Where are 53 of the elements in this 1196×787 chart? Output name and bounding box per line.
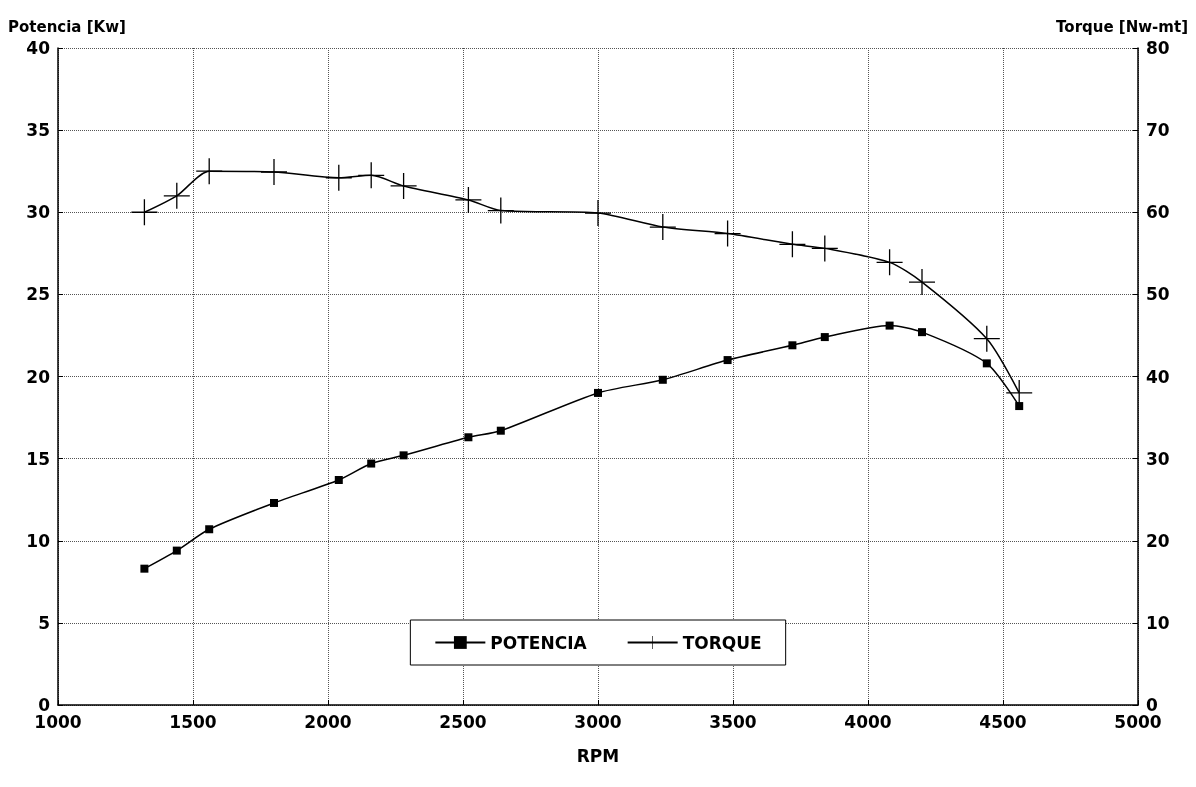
legend-label: TORQUE [682, 632, 762, 653]
legend-label: POTENCIA [490, 632, 588, 653]
point [270, 498, 278, 507]
point [585, 200, 611, 227]
y2-tick-label: 60 [1146, 202, 1170, 223]
y2-tick-label: 70 [1146, 120, 1170, 141]
point [390, 172, 417, 199]
x-tick-label: 3500 [709, 711, 757, 732]
point [788, 341, 797, 350]
point [261, 159, 287, 186]
y-tick-label: 30 [26, 202, 51, 223]
point [464, 433, 473, 442]
point [1006, 379, 1033, 406]
point [982, 359, 991, 368]
point [918, 328, 926, 337]
point [658, 375, 667, 384]
x-tick-label: 3000 [574, 711, 622, 732]
y2-tick-label: 30 [1146, 448, 1170, 469]
y-axis-title: Potencia [Kw] [8, 17, 126, 36]
x-tick-label: 2000 [304, 711, 352, 732]
point [140, 564, 149, 573]
point [367, 459, 376, 468]
y2-tick-label: 40 [1146, 366, 1170, 387]
y2-tick-label: 10 [1146, 612, 1170, 633]
y2-axis-title: Torque [Nw-mt] [1056, 17, 1188, 36]
y-tick-label: 10 [26, 530, 51, 551]
y-tick-label: 15 [26, 448, 50, 469]
x-tick-label: 1500 [169, 711, 217, 732]
y-tick-label: 40 [26, 38, 51, 58]
point [205, 525, 214, 534]
point [723, 356, 732, 365]
point [399, 451, 408, 460]
x-tick-label: 4000 [844, 711, 892, 732]
y-tick-label: 25 [26, 284, 50, 305]
y2-tick-label: 50 [1146, 284, 1170, 305]
point [334, 475, 343, 484]
y2-tick-label: 80 [1146, 38, 1170, 58]
point [1015, 402, 1024, 411]
x-tick-label: 4500 [979, 711, 1027, 732]
y2-tick-label: 20 [1146, 530, 1170, 551]
y-tick-label: 35 [26, 120, 50, 141]
point [885, 321, 894, 330]
point [649, 214, 676, 241]
y-tick-label: 20 [26, 366, 51, 387]
point [172, 546, 181, 555]
point [496, 426, 505, 435]
x-tick-label: 2500 [439, 711, 487, 732]
y-tick-label: 5 [38, 612, 50, 633]
point [909, 269, 935, 296]
point [455, 186, 482, 213]
point [820, 333, 829, 342]
x-axis-title: RPM [576, 745, 620, 766]
point [594, 388, 602, 397]
